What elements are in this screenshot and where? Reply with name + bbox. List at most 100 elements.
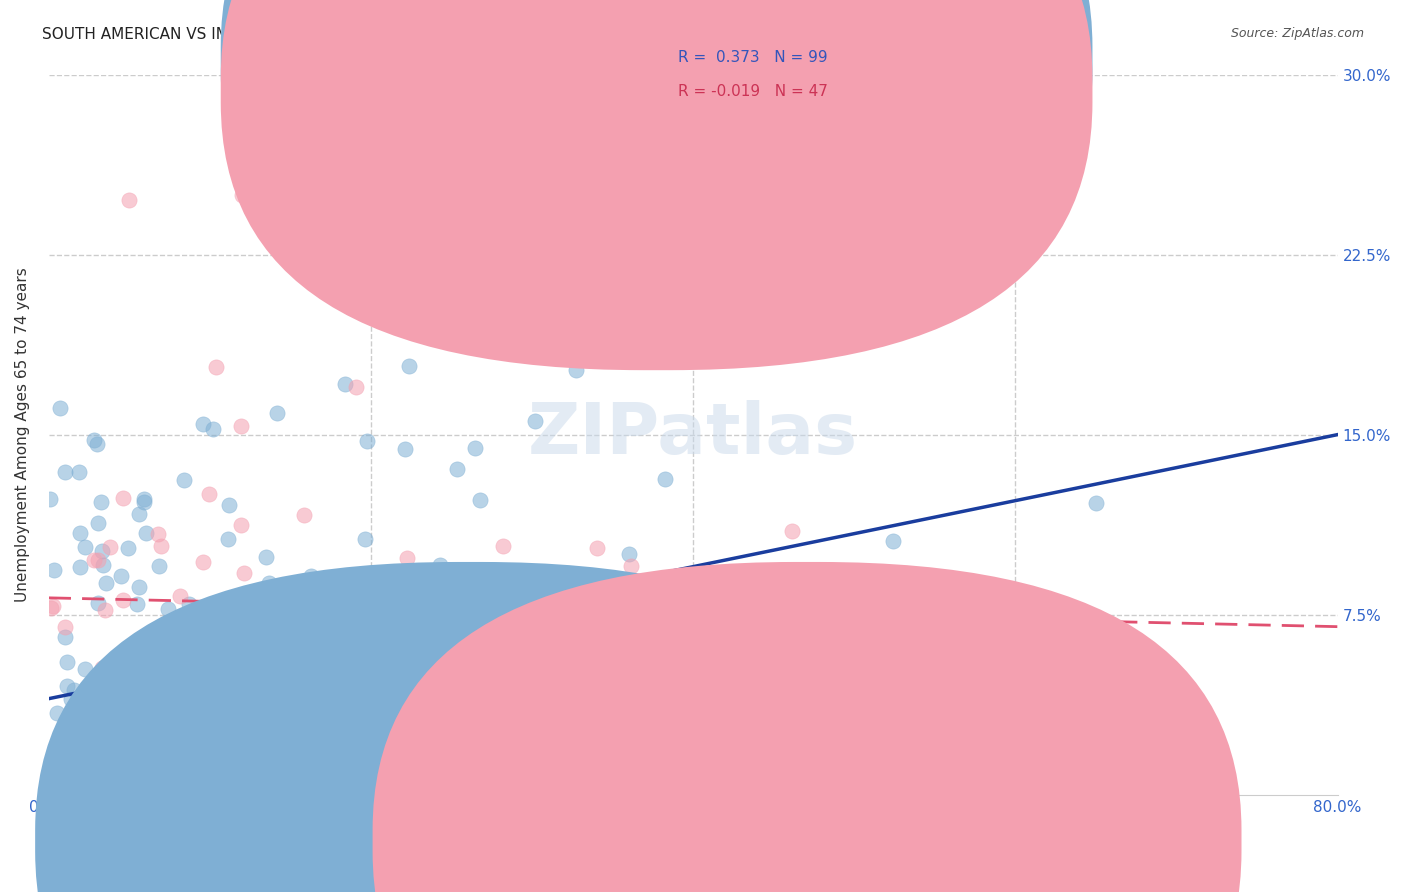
Point	[259, 575, 281, 590]
Point	[114, 662, 136, 676]
Text: Source: ZipAtlas.com: Source: ZipAtlas.com	[1230, 27, 1364, 40]
Point	[226, 708, 249, 723]
Point	[193, 417, 215, 431]
Point	[565, 363, 588, 377]
Point	[87, 552, 110, 566]
Point	[876, 139, 898, 153]
Point	[128, 686, 150, 700]
Point	[75, 540, 97, 554]
Point	[39, 491, 62, 506]
Text: South Americans: South Americans	[498, 831, 627, 846]
Point	[231, 187, 253, 202]
Point	[395, 592, 418, 607]
Point	[218, 498, 240, 512]
Point	[394, 442, 416, 457]
Point	[1085, 496, 1108, 510]
Point	[236, 734, 259, 748]
Point	[446, 462, 468, 476]
Point	[69, 526, 91, 541]
Point	[215, 742, 238, 756]
Point	[517, 342, 540, 356]
Point	[156, 601, 179, 615]
Point	[39, 600, 62, 615]
Point	[155, 645, 177, 659]
Point	[463, 730, 485, 744]
Point	[135, 525, 157, 540]
Point	[173, 473, 195, 487]
Text: Immigrants from Western Asia: Immigrants from Western Asia	[797, 831, 1031, 846]
Point	[90, 495, 112, 509]
Text: R =  0.373   N = 99: R = 0.373 N = 99	[678, 51, 827, 65]
Point	[125, 597, 148, 611]
Point	[316, 652, 339, 666]
Point	[398, 359, 420, 374]
Point	[56, 679, 79, 693]
Point	[56, 655, 79, 669]
Point	[128, 580, 150, 594]
Point	[132, 491, 155, 506]
Point	[53, 620, 76, 634]
Point	[582, 313, 605, 327]
Point	[128, 507, 150, 521]
Point	[384, 648, 406, 662]
Point	[617, 547, 640, 561]
Point	[884, 271, 907, 285]
Point	[148, 558, 170, 573]
Point	[150, 788, 173, 802]
Point	[150, 539, 173, 553]
Point	[184, 648, 207, 663]
Point	[121, 788, 143, 802]
Point	[202, 626, 225, 640]
Point	[198, 487, 221, 501]
Point	[67, 465, 90, 479]
Text: R = -0.019   N = 47: R = -0.019 N = 47	[678, 85, 828, 99]
Point	[69, 560, 91, 574]
Point	[852, 577, 875, 591]
Point	[145, 769, 167, 783]
Text: ZIPatlas: ZIPatlas	[529, 401, 858, 469]
Point	[882, 534, 904, 549]
Point	[86, 596, 108, 610]
Point	[91, 558, 114, 572]
Point	[79, 693, 101, 707]
Point	[585, 541, 607, 556]
Point	[481, 684, 503, 698]
Point	[254, 681, 277, 695]
Point	[571, 693, 593, 707]
Point	[110, 745, 132, 759]
Point	[257, 696, 280, 710]
Point	[169, 589, 191, 603]
Point	[492, 539, 515, 553]
Point	[69, 788, 91, 802]
Point	[53, 465, 76, 479]
Point	[229, 689, 252, 703]
Point	[344, 380, 367, 394]
Point	[523, 414, 546, 428]
Point	[98, 540, 121, 554]
Point	[620, 559, 643, 574]
Point	[110, 568, 132, 582]
Point	[756, 681, 779, 695]
Y-axis label: Unemployment Among Ages 65 to 74 years: Unemployment Among Ages 65 to 74 years	[15, 268, 30, 602]
Point	[79, 788, 101, 802]
Point	[52, 733, 75, 747]
Point	[62, 738, 84, 752]
Point	[429, 558, 451, 573]
Point	[202, 422, 225, 436]
Point	[174, 632, 197, 647]
Point	[273, 690, 295, 705]
Point	[53, 630, 76, 644]
Point	[292, 508, 315, 522]
Point	[335, 616, 357, 631]
Point	[470, 492, 492, 507]
Point	[245, 636, 267, 650]
Point	[115, 679, 138, 693]
Point	[49, 401, 72, 415]
Point	[73, 662, 96, 676]
Point	[437, 667, 460, 681]
Point	[83, 433, 105, 447]
Point	[62, 683, 84, 698]
Point	[229, 419, 252, 434]
Point	[191, 555, 214, 569]
Point	[217, 532, 239, 546]
